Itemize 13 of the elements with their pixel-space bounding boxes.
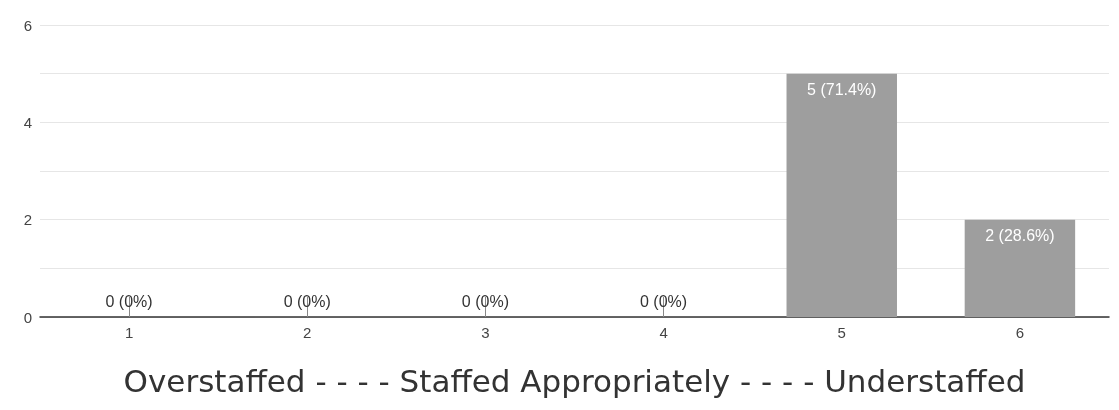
y-tick-label: 2 <box>23 211 32 229</box>
data-label: 5 (71.4%) <box>807 81 877 99</box>
x-tick-label: 6 <box>1015 324 1025 341</box>
y-tick-label: 0 <box>23 308 32 326</box>
x-tick-label: 4 <box>659 324 668 341</box>
x-tick-label: 1 <box>124 324 134 341</box>
x-tick-label: 2 <box>303 324 312 341</box>
x-tick-label: 3 <box>481 324 490 341</box>
x-tick-label: 5 <box>837 324 846 341</box>
y-tick-label: 6 <box>23 16 32 34</box>
y-tick-label: 4 <box>23 113 32 131</box>
data-label: 2 (28.6%) <box>985 227 1055 245</box>
x-axis-title: Overstaffed - - - - Staffed Appropriately - - - - Understaffed <box>123 362 1026 399</box>
